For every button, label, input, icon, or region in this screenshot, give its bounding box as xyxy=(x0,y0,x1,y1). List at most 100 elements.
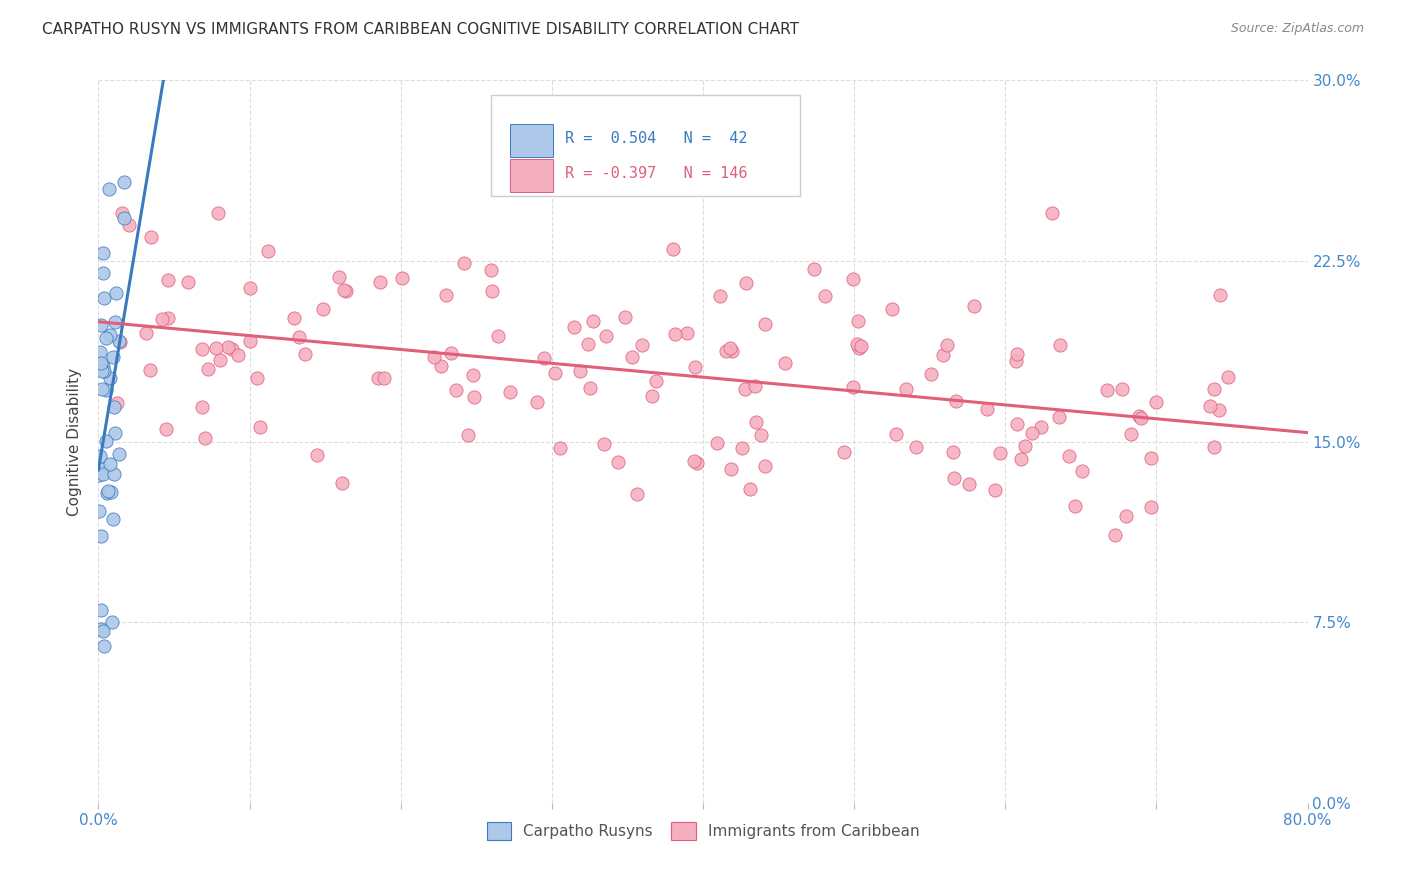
Point xyxy=(614,310,637,324)
Point xyxy=(101,512,124,526)
Point xyxy=(846,314,869,328)
Point xyxy=(150,311,173,326)
Point xyxy=(744,379,766,393)
Point xyxy=(562,319,585,334)
Text: R = -0.397   N = 146: R = -0.397 N = 146 xyxy=(565,166,748,181)
Point xyxy=(305,448,328,462)
Point xyxy=(91,383,114,397)
Point xyxy=(1014,439,1036,453)
Point xyxy=(744,415,766,429)
Point xyxy=(156,310,179,325)
Point xyxy=(1005,417,1028,432)
Point xyxy=(984,483,1007,498)
Point xyxy=(191,400,214,414)
Point xyxy=(94,331,117,345)
Point xyxy=(177,275,200,289)
Point xyxy=(194,431,217,445)
Point xyxy=(91,359,114,373)
Point xyxy=(207,205,229,219)
Point xyxy=(118,218,141,232)
FancyBboxPatch shape xyxy=(509,124,553,157)
Point xyxy=(368,275,391,289)
Point xyxy=(579,381,602,395)
Point xyxy=(246,371,269,385)
Point xyxy=(1005,347,1028,361)
Point xyxy=(842,272,865,286)
Point xyxy=(191,343,214,357)
Point xyxy=(754,317,776,331)
Point xyxy=(1140,500,1163,514)
Point xyxy=(429,359,451,373)
FancyBboxPatch shape xyxy=(492,95,800,196)
Point xyxy=(661,242,683,256)
Point xyxy=(683,360,706,375)
Point xyxy=(481,284,503,298)
Point xyxy=(963,299,986,313)
Point xyxy=(664,327,686,342)
Point xyxy=(104,315,127,329)
Point xyxy=(1202,440,1225,454)
Point xyxy=(204,341,226,355)
Point xyxy=(457,428,479,442)
FancyBboxPatch shape xyxy=(509,159,553,192)
Point xyxy=(311,302,333,317)
Point xyxy=(848,341,870,355)
Point xyxy=(141,230,163,244)
Point xyxy=(720,341,742,355)
Point xyxy=(93,639,115,653)
Point xyxy=(576,337,599,351)
Point xyxy=(1057,449,1080,463)
Point xyxy=(738,482,761,496)
Point xyxy=(96,485,118,500)
Point xyxy=(621,350,644,364)
Point xyxy=(1010,452,1032,467)
Point xyxy=(89,345,111,359)
Point xyxy=(1216,370,1239,384)
Point xyxy=(644,374,666,388)
Point xyxy=(446,383,468,397)
Point xyxy=(91,364,114,378)
Point xyxy=(257,244,280,258)
Point xyxy=(731,441,754,455)
Point xyxy=(103,467,125,481)
Point xyxy=(91,266,114,280)
Point xyxy=(1063,500,1085,514)
Point xyxy=(453,255,475,269)
Point xyxy=(499,385,522,400)
Point xyxy=(834,445,856,459)
Point xyxy=(1208,403,1230,417)
Point xyxy=(91,467,114,482)
Point xyxy=(96,483,118,498)
Point xyxy=(107,334,129,348)
Point xyxy=(330,476,353,491)
Point xyxy=(157,273,180,287)
Point xyxy=(1029,419,1052,434)
Point xyxy=(89,449,111,463)
Point xyxy=(283,310,305,325)
Point xyxy=(335,284,357,298)
Point xyxy=(461,368,484,383)
Point xyxy=(595,329,617,343)
Point xyxy=(842,380,865,394)
Point xyxy=(90,356,112,370)
Point xyxy=(1202,382,1225,396)
Point xyxy=(93,291,115,305)
Point xyxy=(606,455,628,469)
Point xyxy=(111,205,134,219)
Point xyxy=(423,350,446,364)
Point xyxy=(1209,287,1232,301)
Point xyxy=(373,371,395,385)
Point xyxy=(1005,354,1028,368)
Point xyxy=(1095,383,1118,397)
Point xyxy=(942,445,965,459)
Point xyxy=(1021,425,1043,440)
Point xyxy=(89,503,111,517)
Point xyxy=(91,245,114,260)
Point xyxy=(526,394,548,409)
Point xyxy=(98,371,121,385)
Point xyxy=(920,367,942,381)
Point xyxy=(686,456,709,470)
Point xyxy=(1071,464,1094,478)
Y-axis label: Cognitive Disability: Cognitive Disability xyxy=(67,368,83,516)
Point xyxy=(676,326,699,340)
